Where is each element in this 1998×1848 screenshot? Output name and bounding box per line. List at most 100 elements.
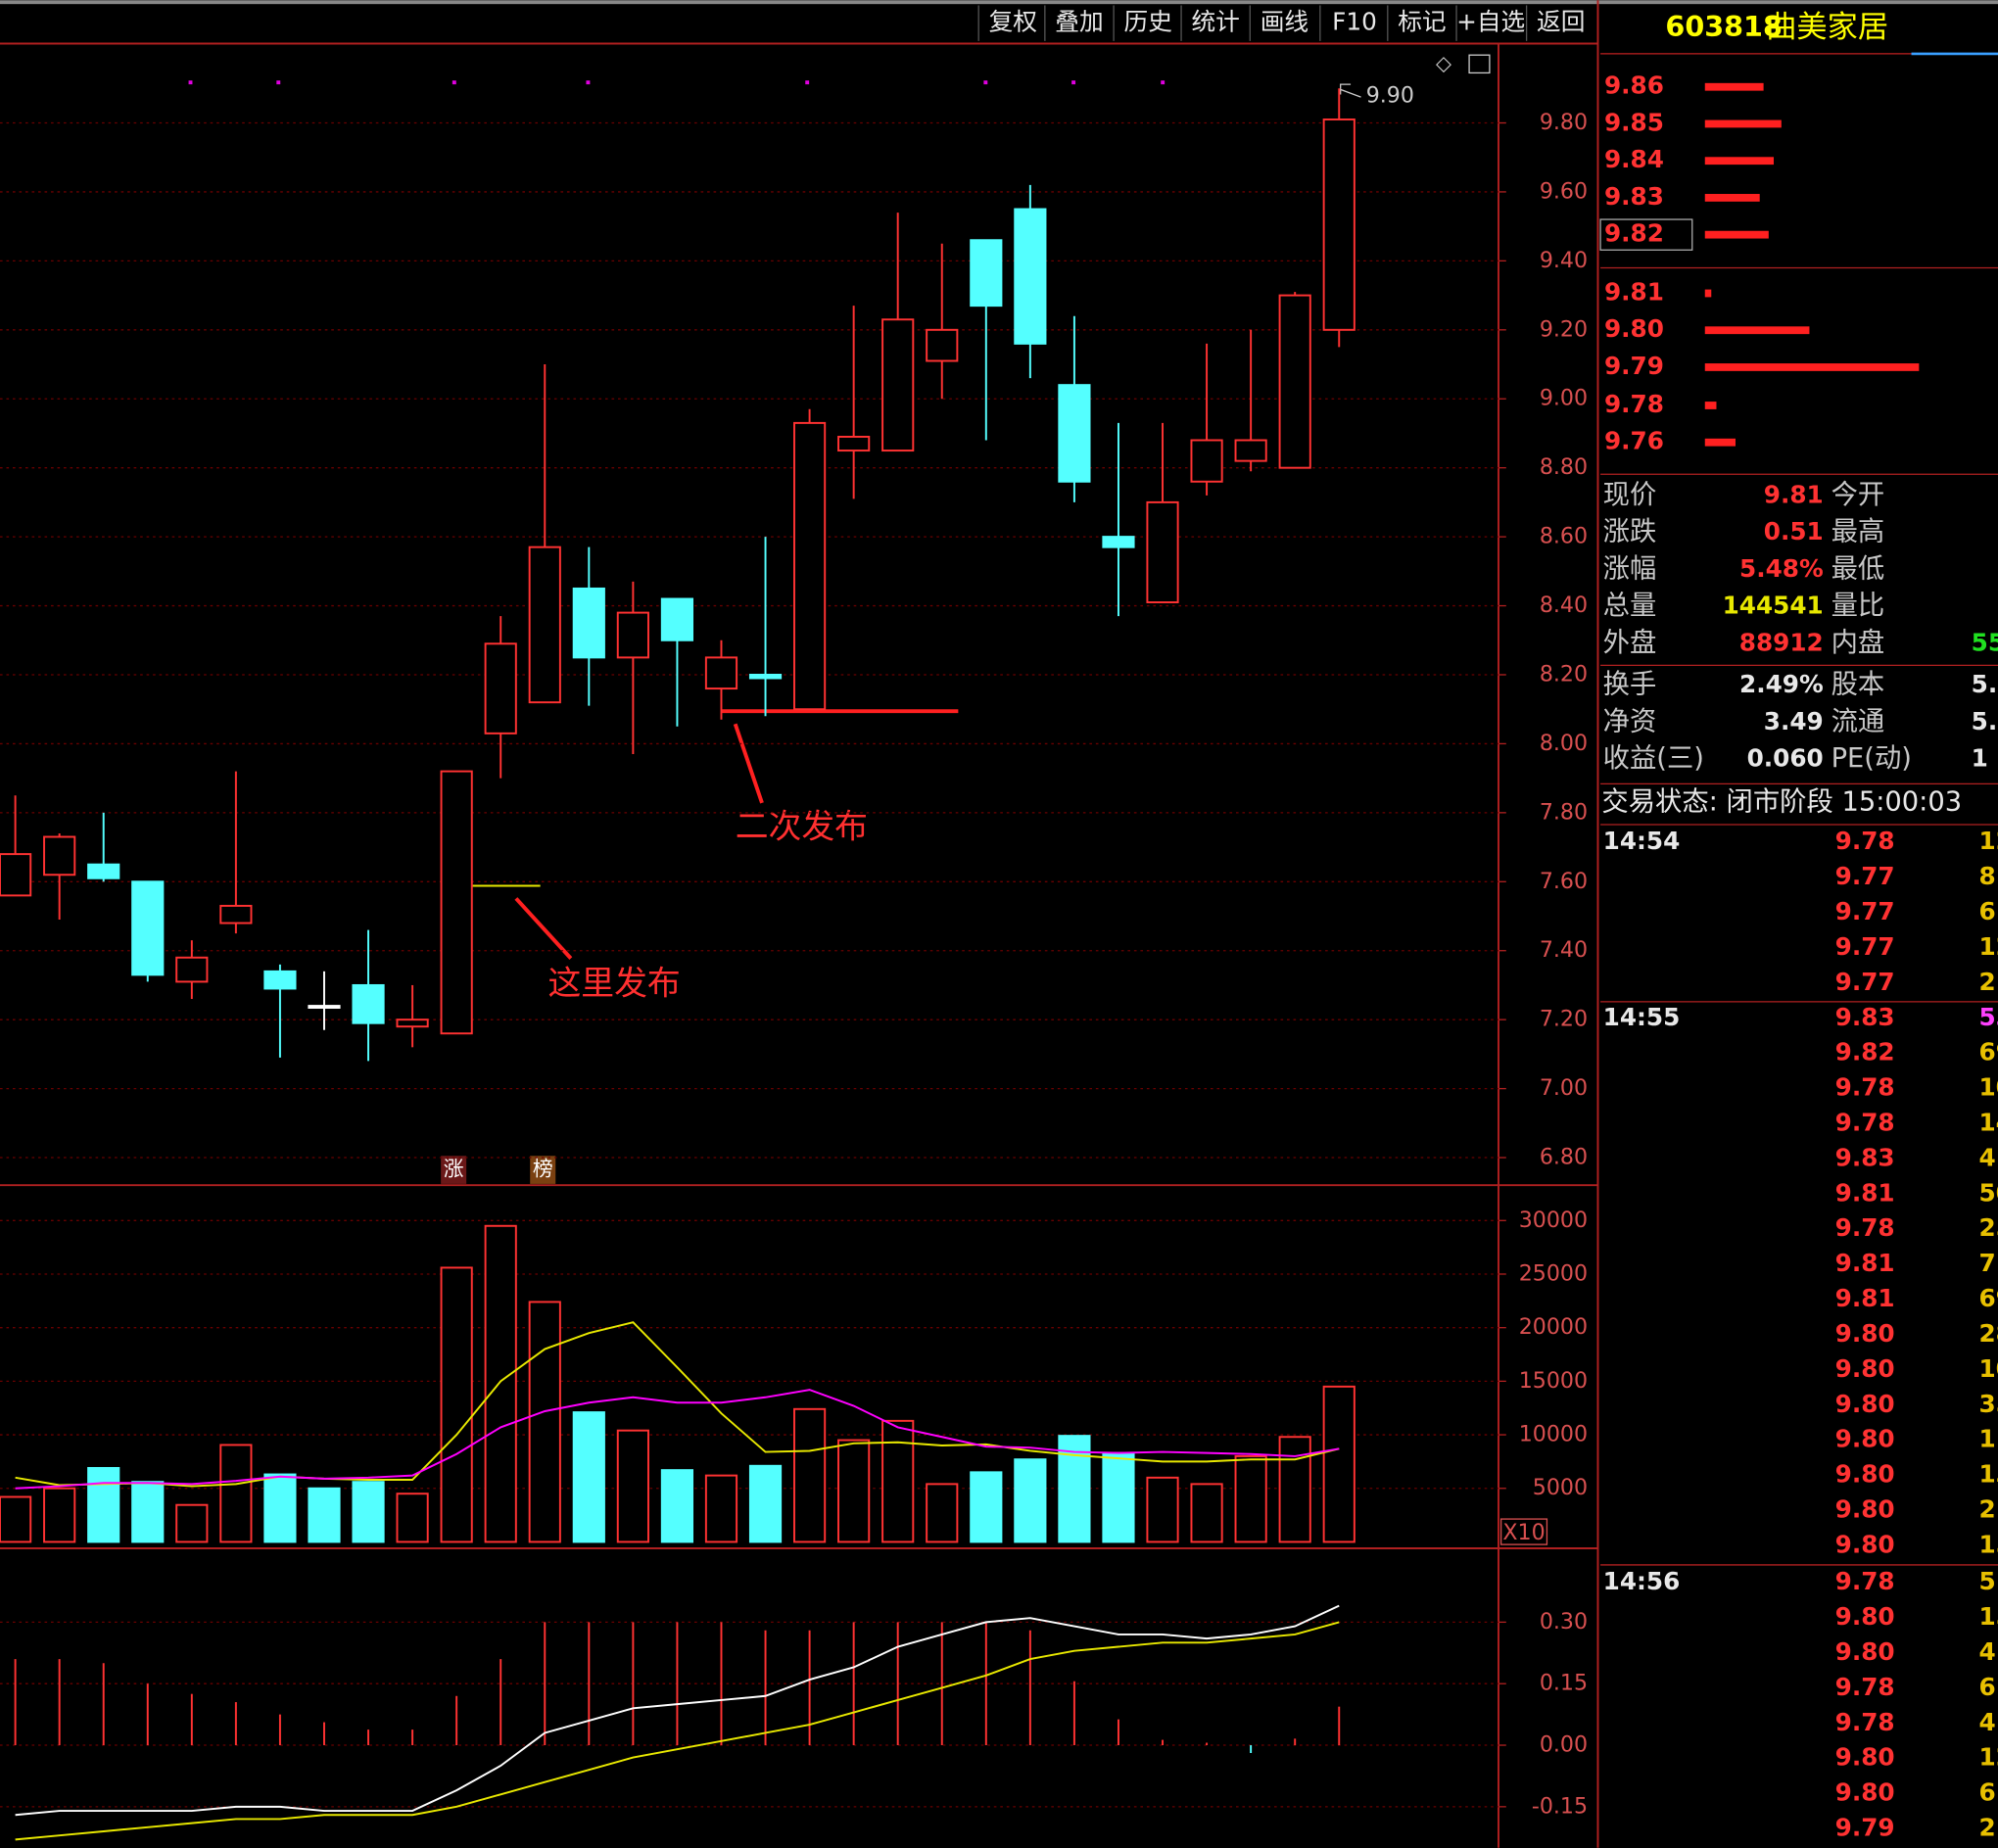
volume-bar [396, 1493, 429, 1543]
icon[interactable]: ◇ [1436, 51, 1451, 74]
tag[interactable]: 榜 [533, 1158, 553, 1181]
high-marker [1340, 83, 1361, 98]
trade-price: 9.77 [1835, 897, 1895, 925]
y-tick-label: 15000 [1519, 1368, 1588, 1394]
trade-volume: 212 [1978, 1813, 1998, 1841]
tag-box [441, 1156, 467, 1184]
quote-value: 5.8 [1972, 707, 1998, 735]
trade-volume: 5 [1978, 1567, 1995, 1595]
trade-price: 9.81 [1835, 1178, 1895, 1207]
trade-volume: 12 [1978, 827, 1998, 855]
candle-body [926, 328, 959, 362]
toolbar-button[interactable]: 历史 [1124, 8, 1172, 36]
quote-label: 换手 [1603, 670, 1657, 700]
y-tick-label: 8.20 [1540, 661, 1588, 687]
tag-box [530, 1156, 556, 1184]
book-price: 9.86 [1604, 71, 1664, 100]
toolbar-button[interactable]: F10 [1332, 8, 1377, 36]
trade-volume: 14 [1978, 1109, 1998, 1137]
volume-bar [660, 1469, 694, 1543]
volume-bar [352, 1481, 385, 1543]
candle-body [1322, 118, 1356, 331]
trade-price: 9.78 [1835, 1708, 1895, 1736]
book-price: 9.76 [1604, 427, 1664, 455]
y-tick-label: 0.30 [1540, 1609, 1588, 1635]
volume-bar [440, 1266, 473, 1543]
candle-body [1190, 439, 1223, 483]
candle-body [660, 597, 694, 641]
trade-volume: 12 [1978, 932, 1998, 961]
trade-volume: 4 [1978, 1143, 1995, 1171]
trade-volume: 6 [1978, 1673, 1995, 1701]
status: 交易状态: 闭市阶段 15:00:03 [1601, 786, 1962, 817]
book-bar [1704, 82, 1764, 91]
volume-bar [1234, 1454, 1267, 1543]
trade-price: 9.78 [1835, 1073, 1895, 1102]
candle-body [308, 1005, 341, 1010]
quote-label: PE(动) [1832, 743, 1912, 774]
trade-price: 9.83 [1835, 1143, 1895, 1171]
trade-price: 9.80 [1835, 1637, 1895, 1666]
book-bar [1704, 194, 1760, 202]
selected-box [1599, 218, 1693, 251]
toolbar-button[interactable]: 返回 [1537, 8, 1585, 36]
trade-volume: 6 [1978, 1778, 1995, 1807]
trade-volume: 2 [1978, 1494, 1995, 1523]
annotation: 这里发布 [547, 964, 680, 1002]
volume-bar [131, 1481, 165, 1543]
trade-time: 14:55 [1603, 1003, 1681, 1031]
quote-label: 现价 [1603, 480, 1657, 510]
annotation: 二次发布 [736, 807, 868, 845]
trade-volume: 2 [1978, 968, 1995, 996]
y-tick-label: 8.40 [1540, 592, 1588, 618]
trade-volume: 1 [1978, 1425, 1995, 1453]
y-tick-label: 7.60 [1540, 869, 1588, 894]
separators [1600, 266, 1998, 1566]
volume-bar [308, 1487, 341, 1543]
trade-price: 9.81 [1835, 1284, 1895, 1312]
toolbar-button[interactable]: 叠加 [1055, 8, 1103, 36]
icon[interactable] [1468, 54, 1491, 74]
trade-time: 14:54 [1603, 827, 1681, 855]
toolbar-button[interactable]: 画线 [1261, 8, 1308, 36]
event-dots [188, 80, 1166, 85]
toolbar-button[interactable]: 复权 [989, 8, 1037, 36]
trade-volume: 7 [1978, 1249, 1995, 1277]
volume-bar [704, 1474, 738, 1543]
ma-line [15, 1621, 1340, 1841]
book-bar [1704, 438, 1736, 447]
y-tick-label: 25000 [1519, 1260, 1588, 1286]
quote-label: 流通 [1832, 706, 1885, 736]
y-tick-label: 7.20 [1540, 1007, 1588, 1032]
trade-price: 9.79 [1835, 1813, 1895, 1841]
book-bar [1704, 363, 1920, 371]
quote-label: 总量 [1603, 591, 1657, 621]
quote-label: 最高 [1832, 517, 1885, 547]
annotation-arrow [733, 723, 764, 804]
volume-bar [87, 1466, 120, 1543]
toolbar-button[interactable]: 统计 [1191, 8, 1239, 36]
book-bar [1704, 119, 1782, 128]
candle-body [528, 545, 561, 704]
candle-body [793, 421, 827, 711]
quote-label: 净资 [1603, 706, 1657, 736]
candle-body [704, 656, 738, 690]
y-tick-label: 9.20 [1540, 316, 1588, 342]
book-price: 9.79 [1604, 352, 1664, 380]
toolbar-button[interactable]: +自选 [1456, 8, 1525, 36]
trade-volume: 134 [1978, 1460, 1998, 1489]
candle-body [440, 770, 473, 1035]
candle-body [1058, 384, 1091, 483]
high-label: 9.90 [1366, 82, 1414, 108]
ma-line [15, 1321, 1340, 1488]
y-tick-label: 8.80 [1540, 454, 1588, 480]
y-tick-label: 8.00 [1540, 731, 1588, 756]
book-price: 9.82 [1604, 219, 1664, 248]
trade-price: 9.77 [1835, 932, 1895, 961]
tag[interactable]: 涨 [444, 1158, 464, 1181]
trade-volume: 35 [1978, 1390, 1998, 1418]
toolbar-button[interactable]: 标记 [1398, 8, 1446, 36]
y-tick-label: 9.00 [1540, 386, 1588, 411]
quote-label: 收益(三) [1603, 743, 1704, 774]
